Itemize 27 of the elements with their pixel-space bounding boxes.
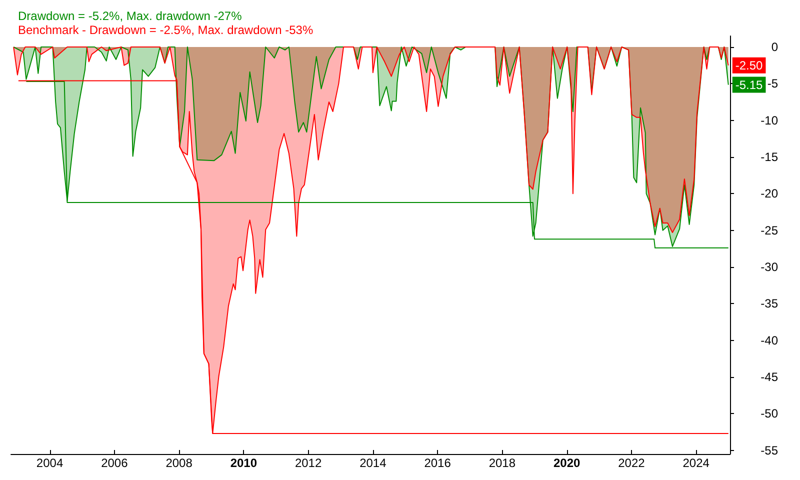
annotation: -5.15 bbox=[735, 78, 764, 92]
y-tick-label: -40 bbox=[760, 333, 778, 348]
x-tick-label: 2004 bbox=[36, 456, 64, 470]
y-tick-label: -50 bbox=[760, 406, 778, 421]
x-tick-label: 2020 bbox=[553, 456, 580, 470]
y-tick-label: -55 bbox=[760, 443, 778, 458]
x-tick-label: 2012 bbox=[294, 456, 322, 470]
y-tick-label: 0 bbox=[771, 40, 778, 54]
y-tick-label: -35 bbox=[760, 296, 778, 311]
x-tick-label: 2008 bbox=[166, 456, 193, 470]
annotation: -2.50 bbox=[735, 58, 764, 72]
y-tick-label: -5 bbox=[767, 76, 778, 91]
x-tick-label: 2006 bbox=[101, 456, 128, 470]
x-tick-label: 2010 bbox=[230, 456, 258, 470]
x-tick-label: 2022 bbox=[618, 456, 646, 470]
series-label: Drawdown = -5.2%, Max. drawdown -27% bbox=[18, 9, 242, 23]
y-tick-label: -25 bbox=[760, 223, 778, 238]
y-tick-label: -45 bbox=[760, 370, 778, 384]
y-tick-label: -30 bbox=[760, 260, 778, 274]
x-tick-label: 2014 bbox=[360, 456, 387, 470]
y-tick-label: -20 bbox=[760, 186, 778, 201]
x-tick-label: 2024 bbox=[682, 456, 710, 470]
y-tick-label: -15 bbox=[760, 150, 778, 164]
y-tick-label: -10 bbox=[760, 113, 778, 128]
series-label: Benchmark - Drawdown = -2.5%, Max. drawdown -53% bbox=[18, 23, 314, 37]
x-tick-label: 2018 bbox=[488, 456, 516, 470]
x-tick-label: 2016 bbox=[424, 456, 452, 470]
